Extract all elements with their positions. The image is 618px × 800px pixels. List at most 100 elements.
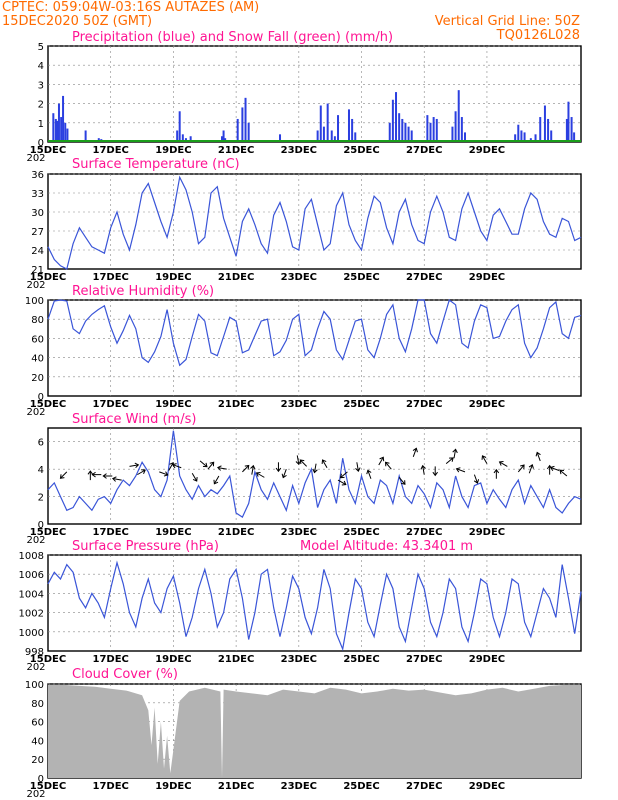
wind-arrow-shaft xyxy=(412,448,417,457)
panel-0: 0 1 2 3 4 5 15DEC 17DEC 19DEC 21DEC 23DEC 25DEC 27DE… xyxy=(26,42,581,164)
precip-bar xyxy=(407,126,410,142)
panel-title-cloud: Cloud Cover (%) xyxy=(72,667,178,682)
year-stub: 202 xyxy=(26,280,45,291)
precip-bar xyxy=(391,99,394,142)
y-tick-label: 36 xyxy=(31,170,44,181)
wind-arrow-head xyxy=(559,469,565,475)
year-stub: 202 xyxy=(26,789,45,800)
y-tick-label: 80 xyxy=(31,315,44,326)
y-tick-label: 100 xyxy=(25,680,44,691)
wind-arrow-head xyxy=(111,476,117,482)
wind-arrow xyxy=(378,456,385,466)
panel-frame-temperature xyxy=(47,173,582,270)
series-line xyxy=(47,560,582,652)
x-tick-label: 29DEC xyxy=(469,399,505,410)
series-line xyxy=(47,175,582,270)
wind-arrow xyxy=(432,466,438,477)
wind-arrow-shaft xyxy=(398,477,406,485)
x-tick-label: 17DEC xyxy=(93,527,129,538)
wind-arrow-head xyxy=(312,468,318,474)
y-tick-label: 24 xyxy=(31,246,44,257)
y-tick-label: 80 xyxy=(31,699,44,710)
wind-arrow-shaft xyxy=(251,465,254,475)
wind-arrow-head xyxy=(209,461,215,467)
wind-arrow-head xyxy=(339,473,345,479)
precip-bar xyxy=(62,95,65,142)
series-line xyxy=(47,298,582,367)
x-tick-label: 19DEC xyxy=(155,781,191,792)
wind-arrow-shaft xyxy=(340,471,348,479)
y-tick-label: 6 xyxy=(38,438,44,449)
wind-arrow-head xyxy=(528,464,534,469)
y-tick-label: 4 xyxy=(38,465,44,476)
precip-bar xyxy=(64,122,67,142)
x-tick-label: 15DEC xyxy=(30,781,66,792)
precip-bar xyxy=(517,124,520,142)
y-tick-label: 1000 xyxy=(19,628,44,639)
precip-bar xyxy=(176,130,179,142)
precip-bar xyxy=(539,117,542,142)
wind-arrow-head xyxy=(281,473,287,479)
x-tick-label: 15DEC xyxy=(30,399,66,410)
x-tick-label: 19DEC xyxy=(155,272,191,283)
y-tick-label: 0 xyxy=(38,138,44,149)
wind-arrow-head xyxy=(275,467,282,473)
wind-arrow-head xyxy=(134,462,140,469)
wind-arrow-head xyxy=(163,471,169,477)
wind-arrow xyxy=(213,475,220,485)
year-stub: 202 xyxy=(26,535,45,546)
wind-arrow xyxy=(384,461,392,470)
precip-bar xyxy=(426,115,429,142)
wind-arrow xyxy=(455,467,466,473)
wind-arrow-shaft xyxy=(517,464,525,473)
wind-arrow-head xyxy=(213,479,219,485)
wind-arrow-shaft xyxy=(168,462,174,471)
x-tick-label: 29DEC xyxy=(469,527,505,538)
wind-arrow-shaft xyxy=(473,474,478,484)
wind-arrow xyxy=(281,468,287,479)
wind-arrow-shaft xyxy=(242,465,250,473)
wind-arrow xyxy=(191,473,198,482)
wind-arrow-head xyxy=(384,461,390,467)
wind-arrow xyxy=(91,471,102,478)
x-tick-label: 17DEC xyxy=(93,145,129,156)
y-tick-label: 21 xyxy=(31,265,44,276)
x-tick-label: 15DEC xyxy=(30,145,66,156)
x-tick-label: 17DEC xyxy=(93,399,129,410)
wind-arrow-shaft xyxy=(314,463,317,473)
wind-arrow-shaft xyxy=(456,468,466,473)
precip-bar xyxy=(429,122,432,142)
wind-arrow-head xyxy=(366,469,372,475)
wind-arrow-head xyxy=(449,457,454,462)
x-tick-label: 25DEC xyxy=(343,145,379,156)
wind-arrow-shaft xyxy=(482,455,488,464)
wind-arrow xyxy=(398,477,406,485)
x-tick-label: 21DEC xyxy=(218,527,254,538)
wind-arrow xyxy=(299,459,308,467)
y-tick-label: 20 xyxy=(31,755,44,766)
wind-arrow xyxy=(255,471,265,478)
x-tick-label: 27DEC xyxy=(406,654,442,665)
wind-arrow-head xyxy=(59,474,65,479)
panel-title-temperature: Surface Temperature (nC) xyxy=(72,157,240,172)
x-tick-label: 25DEC xyxy=(343,781,379,792)
precip-bar xyxy=(330,130,333,142)
precip-bar xyxy=(573,132,576,142)
y-tick-label: 20 xyxy=(31,373,44,384)
precip-bar xyxy=(316,130,319,142)
precip-bar xyxy=(178,111,181,142)
x-tick-label: 19DEC xyxy=(155,654,191,665)
year-stub: 202 xyxy=(26,662,45,673)
x-tick-label: 27DEC xyxy=(406,272,442,283)
precip-bar xyxy=(56,120,59,142)
precip-bar xyxy=(395,92,398,142)
panel-1: 21 24 27 30 33 36 15DEC 17DEC 19DEC 21DEC 23DEC 25D… xyxy=(26,170,582,291)
precip-bar xyxy=(543,105,546,142)
wind-arrow-shaft xyxy=(296,455,300,465)
wind-arrow-head xyxy=(455,467,461,473)
x-tick-label: 23DEC xyxy=(281,145,317,156)
panel-frame-humidity xyxy=(47,299,582,397)
wind-arrow-shaft xyxy=(207,461,215,470)
precip-bar xyxy=(66,128,69,142)
x-tick-label: 21DEC xyxy=(218,272,254,283)
